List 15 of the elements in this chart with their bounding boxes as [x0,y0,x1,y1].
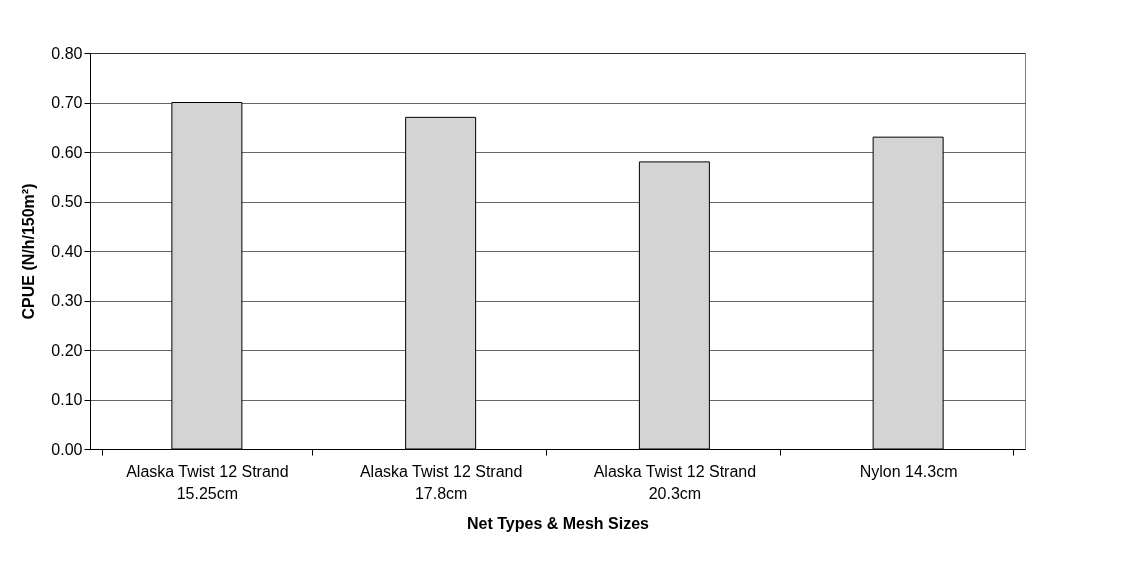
y-tick-label: 0.30 [51,292,83,309]
y-tick-label: 0.20 [51,341,83,359]
y-axis-title: CPUE (N/h/150m²) [20,183,38,320]
y-tick-label: 0.60 [51,143,83,161]
y-tick-label: 0.70 [51,94,83,111]
y-tick-label: 0.10 [51,391,83,408]
x-tick-label: Alaska Twist 12 Strand 20.3cm [593,462,757,502]
x-tick-label: Nylon 14.3cm [859,462,958,480]
x-tick-label: Alaska Twist 12 Strand 15.25cm [126,462,289,502]
y-tick-label: 0.80 [51,44,83,62]
y-tick-label: 0.50 [51,193,83,210]
y-tick-label: 0.40 [51,242,83,260]
x-axis-title: Net Types & Mesh Sizes [467,514,650,532]
y-tick-label: 0.00 [51,440,83,458]
x-tick-label: Alaska Twist 12 Strand 17.8cm [359,462,523,502]
